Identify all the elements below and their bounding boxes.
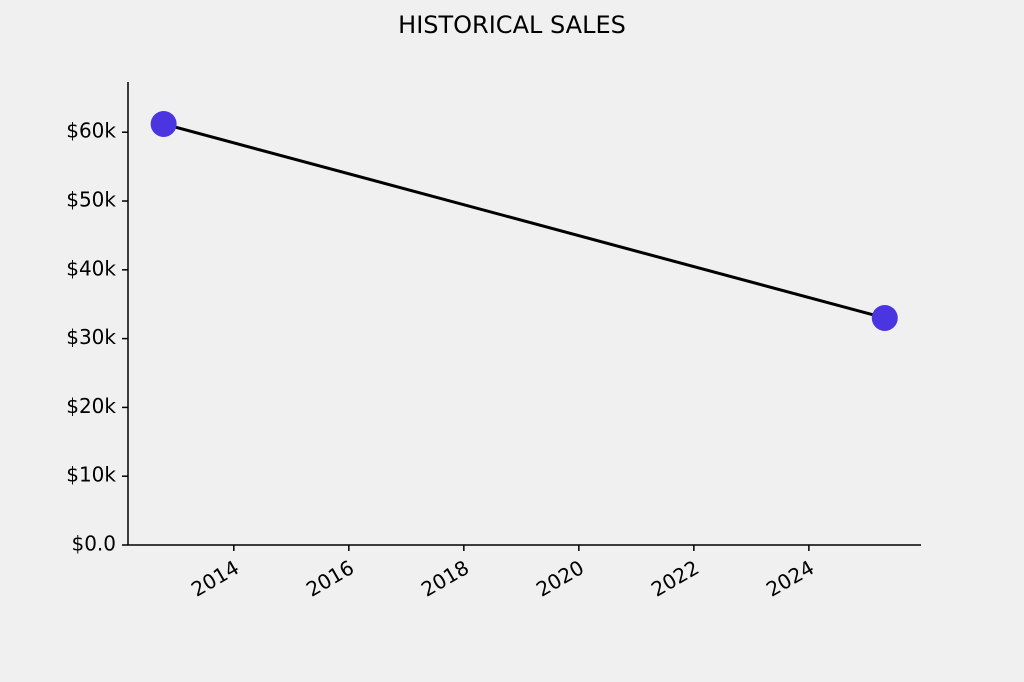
y-tick-label: $0.0 [71, 532, 116, 556]
point [871, 304, 898, 331]
point [150, 110, 177, 137]
y-tick-label: $30k [66, 325, 116, 349]
chart-title: HISTORICAL SALES [398, 11, 626, 39]
y-tick-label: $50k [66, 188, 116, 212]
line [163, 122, 886, 320]
y-tick-label: $60k [66, 119, 116, 143]
y-tick-label: $10k [66, 463, 116, 487]
y-tick-label: $40k [66, 256, 116, 280]
y-tick-label: $20k [66, 394, 116, 418]
